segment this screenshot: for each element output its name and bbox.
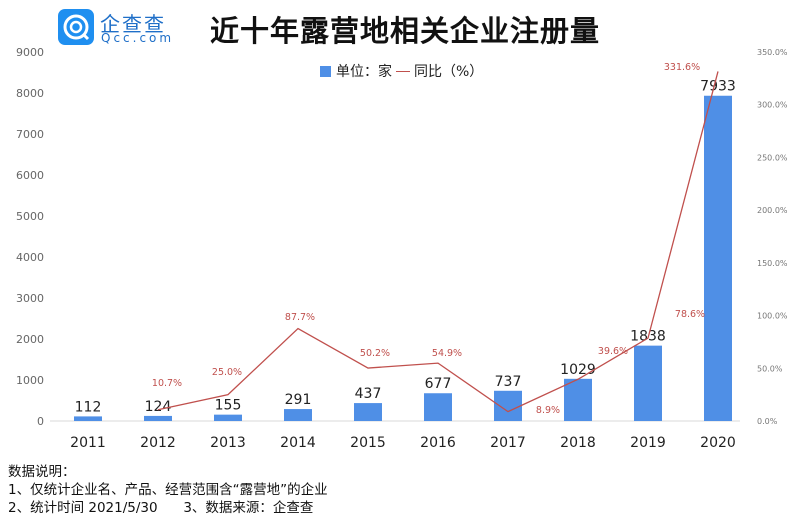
bar-2019 xyxy=(634,345,662,421)
x-tick-label: 2011 xyxy=(70,435,106,451)
bar-value-label: 155 xyxy=(215,398,242,414)
yoy-label: 78.6% xyxy=(675,309,705,320)
x-tick-label: 2018 xyxy=(560,435,596,451)
bar-2015 xyxy=(354,403,382,421)
bar-value-label: 112 xyxy=(75,399,102,415)
legend-line-label: 同比（%） xyxy=(414,64,484,80)
right-tick-label: 50.0% xyxy=(757,364,783,373)
left-tick-label: 6000 xyxy=(16,169,44,182)
bar-value-label: 124 xyxy=(145,399,172,415)
yoy-label: 25.0% xyxy=(212,367,242,378)
bar-2016 xyxy=(424,393,452,421)
bar-value-label: 437 xyxy=(355,386,382,402)
right-tick-label: 0.0% xyxy=(757,417,778,426)
bar-2012 xyxy=(144,415,172,421)
left-tick-label: 8000 xyxy=(16,87,44,100)
left-tick-label: 7000 xyxy=(16,128,44,141)
yoy-label: 50.2% xyxy=(360,348,390,359)
bar-value-label: 1029 xyxy=(560,362,596,378)
x-tick-label: 2014 xyxy=(280,435,316,451)
bar-value-label: 677 xyxy=(425,376,452,392)
bar-2014 xyxy=(284,409,312,421)
x-tick-label: 2019 xyxy=(630,435,666,451)
right-tick-label: 250.0% xyxy=(757,153,788,162)
bar-2018 xyxy=(564,378,592,421)
logo-domain: Qcc.com xyxy=(101,31,175,45)
yoy-label: 8.9% xyxy=(536,405,560,416)
x-tick-label: 2013 xyxy=(210,435,246,451)
bar-2011 xyxy=(74,416,102,421)
yoy-label: 39.6% xyxy=(598,346,628,357)
bar-value-label: 737 xyxy=(495,374,522,390)
left-tick-label: 9000 xyxy=(16,46,44,59)
legend-bar-label: 单位：家 xyxy=(336,64,392,80)
right-tick-label: 100.0% xyxy=(757,312,788,321)
left-tick-label: 3000 xyxy=(16,292,44,305)
note-2: 2、统计时间 2021/5/30 3、数据来源：企查查 xyxy=(8,500,314,516)
data-notes: 数据说明： 1、仅统计企业名、产品、经营范围含“露营地”的企业 2、统计时间 2… xyxy=(8,463,328,517)
bar-value-label: 7933 xyxy=(700,79,736,95)
bar-value-label: 291 xyxy=(285,392,312,408)
x-tick-label: 2020 xyxy=(700,435,736,451)
left-tick-label: 4000 xyxy=(16,251,44,264)
logo-text: 企查查 xyxy=(100,12,166,36)
yoy-label: 54.9% xyxy=(432,348,462,359)
legend: 单位：家 同比（%） xyxy=(320,61,483,81)
right-tick-label: 200.0% xyxy=(757,206,788,215)
bar-2013 xyxy=(214,414,242,421)
chart-title: 近十年露营地相关企业注册量 xyxy=(210,14,601,48)
left-tick-label: 1000 xyxy=(16,374,44,387)
legend-bar-swatch xyxy=(320,66,331,77)
qcc-logo-icon xyxy=(58,9,94,45)
right-tick-label: 300.0% xyxy=(757,101,788,110)
yoy-label: 10.7% xyxy=(152,378,182,389)
yoy-label: 87.7% xyxy=(285,312,315,323)
x-tick-label: 2012 xyxy=(140,435,176,451)
x-tick-label: 2017 xyxy=(490,435,526,451)
x-tick-label: 2016 xyxy=(420,435,456,451)
right-tick-label: 350.0% xyxy=(757,48,788,57)
x-tick-label: 2015 xyxy=(350,435,386,451)
note-heading: 数据说明： xyxy=(8,464,76,480)
left-tick-label: 5000 xyxy=(16,210,44,223)
left-tick-label: 0 xyxy=(37,415,44,428)
left-tick-label: 2000 xyxy=(16,333,44,346)
bar-2017 xyxy=(494,390,522,421)
yoy-line xyxy=(157,71,719,413)
yoy-label: 331.6% xyxy=(664,62,700,73)
bar-2020 xyxy=(704,95,732,421)
legend-line-swatch xyxy=(396,70,410,72)
right-tick-label: 150.0% xyxy=(757,259,788,268)
note-1: 1、仅统计企业名、产品、经营范围含“露营地”的企业 xyxy=(8,482,328,498)
